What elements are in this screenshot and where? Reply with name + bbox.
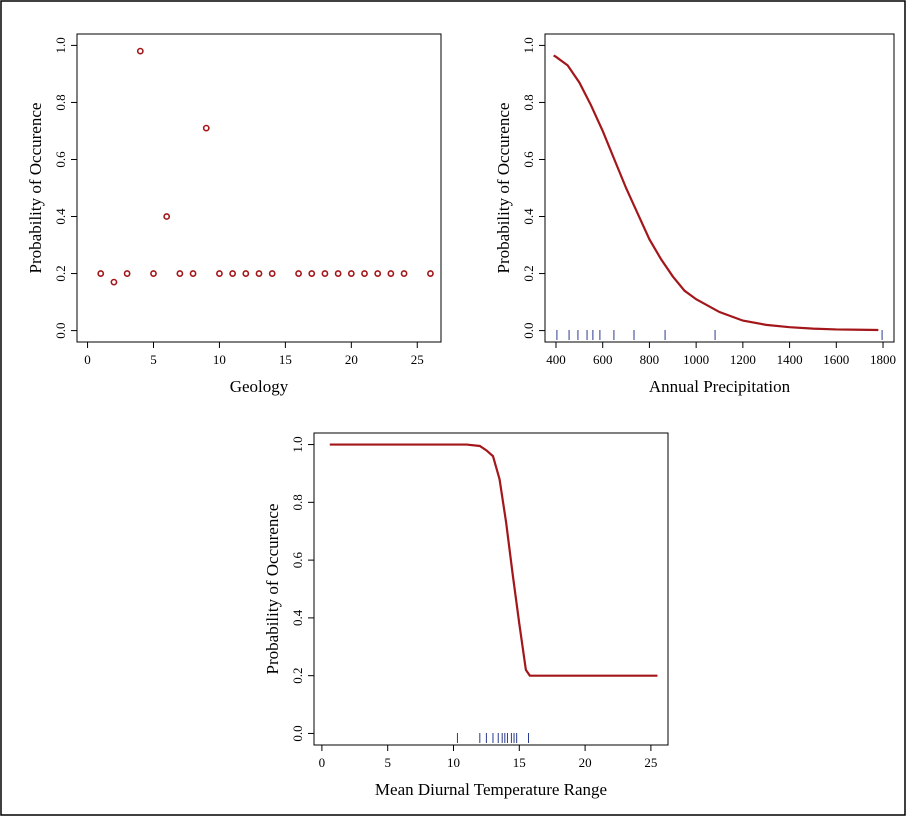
point: [242, 270, 250, 277]
x-tick-label: 1800: [870, 352, 896, 367]
y-tick-label: 0.6: [290, 551, 305, 568]
point: [229, 270, 237, 277]
point: [150, 270, 157, 277]
x-tick-label: 15: [279, 352, 292, 367]
point: [136, 47, 144, 55]
point: [295, 270, 302, 277]
plot-box: [76, 33, 442, 343]
x-axis-label: Geology: [230, 377, 289, 396]
y-tick-label: 1.0: [521, 37, 536, 53]
y-tick-label: 0.0: [290, 725, 305, 741]
x-tick-label: 1000: [683, 352, 709, 367]
x-tick-label: 10: [213, 352, 226, 367]
point: [189, 270, 197, 277]
point: [268, 270, 276, 277]
point: [347, 270, 355, 277]
y-tick-label: 1.0: [290, 436, 305, 452]
x-axis-label: Annual Precipitation: [649, 377, 791, 396]
y-axis-label: Probability of Occurence: [263, 504, 282, 675]
point: [308, 270, 316, 277]
y-tick-label: 0.0: [521, 322, 536, 338]
x-tick-label: 0: [319, 755, 326, 770]
y-tick-label: 0.6: [521, 151, 536, 168]
y-tick-label: 0.2: [290, 668, 305, 684]
plot-box: [544, 33, 895, 343]
x-tick-label: 600: [593, 352, 613, 367]
point: [97, 270, 105, 277]
y-tick-label: 0.8: [53, 94, 68, 110]
x-tick-label: 1200: [730, 352, 756, 367]
y-tick-label: 0.4: [290, 609, 305, 626]
y-tick-label: 1.0: [53, 37, 68, 53]
x-tick-label: 15: [513, 755, 526, 770]
y-tick-label: 0.4: [521, 208, 536, 225]
x-tick-label: 0: [84, 352, 91, 367]
point: [163, 213, 171, 220]
curve: [329, 443, 658, 677]
x-tick-label: 10: [447, 755, 460, 770]
point: [176, 270, 184, 277]
point: [255, 270, 263, 277]
point: [123, 270, 131, 277]
x-axis-label: Mean Diurnal Temperature Range: [375, 780, 607, 799]
x-tick-label: 400: [546, 352, 566, 367]
point: [202, 124, 210, 132]
y-tick-label: 0.6: [53, 151, 68, 168]
y-axis-label: Probability of Occurence: [494, 103, 513, 274]
x-tick-label: 25: [644, 755, 657, 770]
curve: [553, 54, 879, 332]
point: [387, 270, 395, 277]
x-tick-label: 20: [345, 352, 358, 367]
point: [427, 270, 434, 277]
point: [216, 270, 223, 277]
y-tick-label: 0.4: [53, 208, 68, 225]
plot-box: [313, 432, 669, 746]
y-tick-label: 0.8: [290, 494, 305, 510]
point: [110, 278, 118, 286]
point: [334, 270, 342, 277]
x-tick-label: 25: [411, 352, 424, 367]
point: [321, 270, 329, 277]
x-tick-label: 1400: [777, 352, 803, 367]
x-tick-label: 1600: [823, 352, 849, 367]
y-axis-label: Probability of Occurence: [26, 103, 45, 274]
x-tick-label: 20: [579, 755, 592, 770]
x-tick-label: 5: [150, 352, 157, 367]
x-tick-label: 800: [640, 352, 660, 367]
y-tick-label: 0.2: [53, 265, 68, 281]
y-tick-label: 0.2: [521, 265, 536, 281]
point: [400, 270, 408, 277]
y-tick-label: 0.0: [53, 322, 68, 338]
point: [374, 270, 382, 277]
x-tick-label: 5: [384, 755, 391, 770]
y-tick-label: 0.8: [521, 94, 536, 110]
point: [361, 270, 368, 277]
